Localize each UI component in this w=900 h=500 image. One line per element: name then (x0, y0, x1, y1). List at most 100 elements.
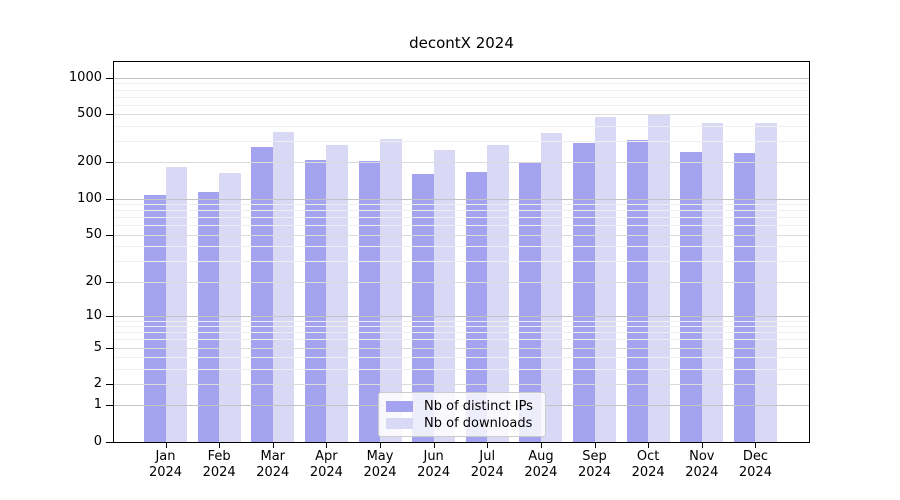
bar-downloads-dec (755, 123, 777, 442)
x-tick-label-feb: Feb 2024 (202, 449, 236, 480)
x-tick-jun (433, 443, 435, 448)
bar-downloads-oct (648, 113, 670, 442)
x-tick-label-oct: Oct 2024 (631, 449, 665, 480)
gridline-4 (114, 357, 809, 359)
x-tick-label-nov: Nov 2024 (685, 449, 719, 480)
bar-distinct-ips-jun (412, 173, 434, 442)
x-tick-nov (701, 443, 703, 448)
y-tick-5 (106, 347, 113, 349)
x-tick-label-apr: Apr 2024 (309, 449, 343, 480)
x-tick-jan (165, 443, 167, 448)
bar-distinct-ips-mar (251, 147, 273, 442)
gridline-80 (114, 210, 809, 212)
y-tick-label-10: 10 (85, 307, 102, 323)
x-tick-mar (272, 443, 274, 448)
legend-item-downloads: Nb of downloads (386, 416, 537, 431)
bar-downloads-feb (219, 173, 241, 442)
y-tick-500 (106, 114, 113, 116)
x-tick-label-jun: Jun 2024 (417, 449, 451, 480)
bar-distinct-ips-jul (465, 172, 488, 442)
gridline-900 (114, 83, 809, 85)
bar-distinct-ips-aug (519, 162, 541, 442)
gridline-30 (114, 260, 809, 262)
bar-distinct-ips-may (358, 161, 381, 442)
bar-distinct-ips-apr (304, 160, 327, 442)
x-tick-jul (487, 443, 489, 448)
gridline-8 (114, 326, 809, 328)
y-tick-100 (106, 198, 113, 200)
x-tick-apr (326, 443, 328, 448)
gridline-90 (114, 204, 809, 206)
bar-downloads-sep (594, 117, 617, 442)
gridline-9 (114, 320, 809, 322)
x-tick-label-sep: Sep 2024 (577, 449, 612, 480)
plot-area (113, 61, 810, 443)
legend-item-distinct-ips: Nb of distinct IPs (386, 399, 537, 414)
x-tick-label-dec: Dec 2024 (738, 449, 772, 480)
gridline-60 (114, 225, 809, 227)
gridline-6 (114, 339, 809, 341)
gridline-5 (114, 347, 809, 349)
bar-distinct-ips-sep (573, 142, 595, 442)
y-tick-label-0: 0 (93, 434, 102, 449)
gridline-200 (114, 162, 809, 164)
legend-swatch-distinct-ips (386, 401, 413, 412)
gridline-300 (114, 141, 809, 143)
legend-label-downloads: Nb of downloads (424, 416, 533, 431)
bar-distinct-ips-jan (144, 195, 166, 442)
y-tick-label-50: 50 (85, 226, 102, 242)
x-tick-dec (755, 443, 757, 448)
y-tick-0 (106, 442, 113, 443)
y-tick-2 (106, 384, 113, 386)
y-tick-label-1000: 1000 (68, 69, 102, 85)
x-tick-label-may: May 2024 (363, 449, 397, 480)
bar-distinct-ips-dec (733, 152, 756, 442)
bar-downloads-mar (272, 132, 295, 442)
x-tick-label-mar: Mar 2024 (256, 449, 290, 480)
y-tick-label-100: 100 (77, 190, 102, 206)
y-tick-50 (106, 234, 113, 236)
x-tick-may (380, 443, 382, 448)
bar-distinct-ips-nov (680, 152, 702, 442)
y-tick-label-200: 200 (77, 154, 102, 170)
x-tick-label-aug: Aug 2024 (524, 449, 558, 480)
y-tick-label-20: 20 (85, 273, 102, 289)
bar-downloads-may (380, 138, 402, 442)
gridline-2 (114, 384, 809, 386)
gridline-100 (114, 198, 809, 200)
y-tick-1000 (106, 77, 113, 79)
bar-distinct-ips-oct (626, 140, 649, 442)
bar-downloads-jul (487, 144, 509, 442)
x-tick-feb (219, 443, 221, 448)
gridline-50 (114, 234, 809, 236)
gridline-70 (114, 217, 809, 219)
chart-title: decontX 2024 (409, 34, 514, 52)
x-tick-label-jul: Jul 2024 (470, 449, 504, 480)
bar-distinct-ips-feb (197, 192, 220, 442)
gridline-800 (114, 89, 809, 91)
bar-downloads-jan (165, 166, 187, 442)
gridline-7 (114, 332, 809, 334)
x-tick-oct (648, 443, 650, 448)
gridline-20 (114, 281, 809, 283)
legend-label-distinct-ips: Nb of distinct IPs (424, 399, 533, 414)
bar-downloads-apr (326, 145, 348, 442)
gridline-500 (114, 114, 809, 116)
y-tick-200 (106, 162, 113, 164)
x-tick-label-jan: Jan 2024 (148, 449, 183, 480)
y-tick-1 (106, 405, 113, 407)
legend: Nb of distinct IPs Nb of downloads (378, 392, 546, 437)
gridline-400 (114, 126, 809, 128)
y-tick-label-500: 500 (77, 106, 102, 122)
y-tick-label-5: 5 (93, 339, 102, 355)
y-tick-10 (106, 315, 113, 317)
gridline-3 (114, 368, 809, 370)
gridline-1000 (114, 77, 809, 79)
gridline-700 (114, 96, 809, 98)
gridline-10 (114, 315, 809, 317)
x-tick-aug (540, 443, 542, 448)
x-tick-sep (594, 443, 596, 448)
y-tick-label-1: 1 (93, 397, 102, 413)
gridline-40 (114, 246, 809, 248)
